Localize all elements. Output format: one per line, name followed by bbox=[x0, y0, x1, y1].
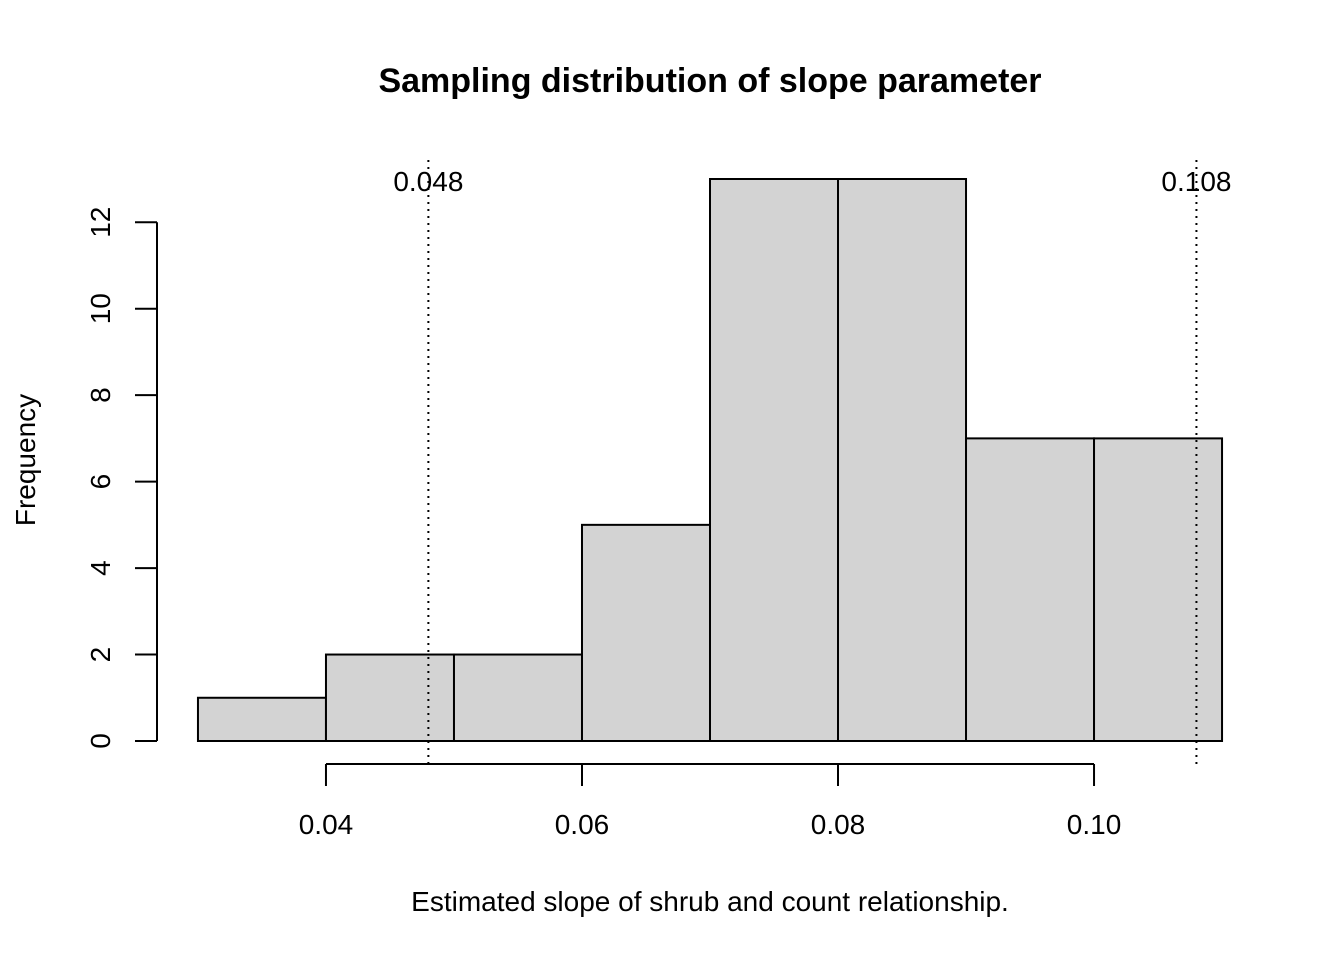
reference-lines: 0.048 0.108 bbox=[393, 160, 1231, 764]
histogram-bar bbox=[965, 437, 1096, 742]
y-tick-label: 2 bbox=[85, 647, 116, 663]
x-axis-label: Estimated slope of shrub and count relat… bbox=[411, 886, 1009, 917]
histogram-bars bbox=[196, 178, 1224, 742]
x-tick-label: 0.10 bbox=[1067, 809, 1122, 840]
y-tick-label: 4 bbox=[85, 560, 116, 576]
y-tick-label: 0 bbox=[85, 733, 116, 749]
histogram-bar bbox=[837, 178, 968, 742]
x-axis: 0.04 0.06 0.08 0.10 bbox=[299, 763, 1122, 840]
histogram-bar bbox=[196, 696, 327, 742]
histogram-bar bbox=[709, 178, 840, 742]
histogram-bar bbox=[324, 653, 455, 742]
y-tick-label: 6 bbox=[85, 474, 116, 490]
reference-line-label: 0.108 bbox=[1161, 166, 1231, 197]
x-tick-label: 0.06 bbox=[555, 809, 610, 840]
y-axis: 0 2 4 6 8 10 12 bbox=[85, 207, 158, 749]
y-tick-label: 10 bbox=[85, 293, 116, 324]
histogram-bar bbox=[580, 523, 711, 742]
y-tick-label: 8 bbox=[85, 387, 116, 403]
chart-title: Sampling distribution of slope parameter bbox=[378, 62, 1041, 100]
reference-line-label: 0.048 bbox=[393, 166, 463, 197]
y-tick-label: 12 bbox=[85, 207, 116, 238]
x-tick-label: 0.04 bbox=[299, 809, 354, 840]
x-tick-label: 0.08 bbox=[811, 809, 866, 840]
histogram-bar bbox=[1093, 437, 1224, 742]
histogram-bar bbox=[452, 653, 583, 742]
y-axis-label: Frequency bbox=[10, 394, 41, 526]
